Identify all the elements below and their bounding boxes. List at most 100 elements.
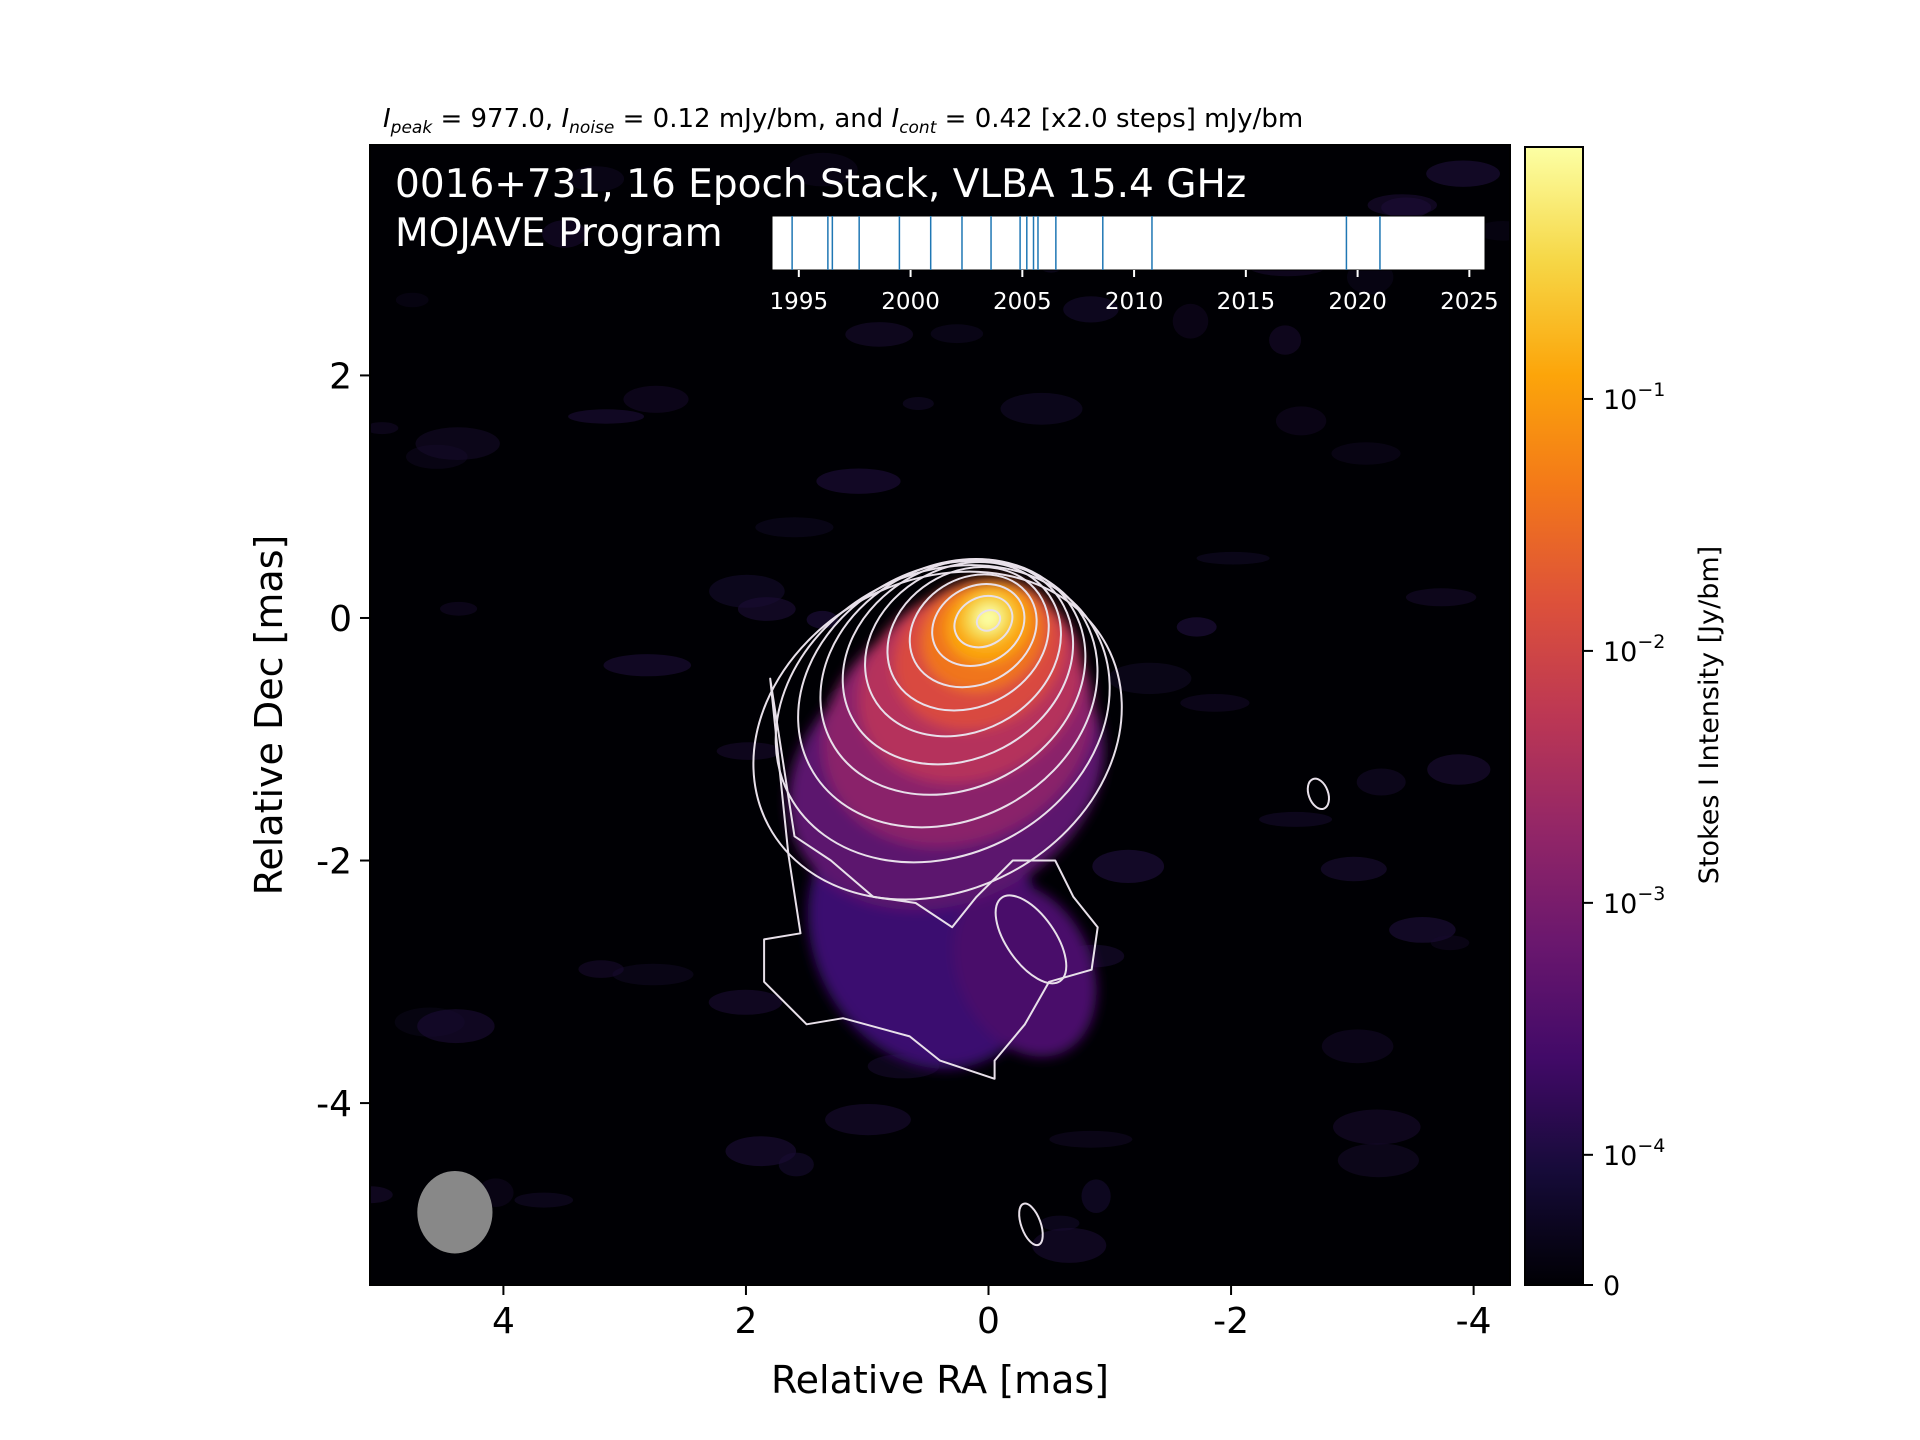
colorbar-gradient bbox=[1524, 146, 1584, 1286]
noise-blob bbox=[1356, 768, 1406, 796]
epoch-tick-label: 2015 bbox=[1217, 289, 1276, 315]
noise-blob bbox=[1426, 160, 1500, 187]
epoch-timeline-inset: 1995 2000 2005 2010 2015 2020 2025 bbox=[770, 215, 1499, 315]
y-tick-label: 0 bbox=[329, 599, 352, 640]
noise-blob bbox=[1180, 694, 1250, 712]
y-axis-label: Relative Dec [mas] bbox=[247, 535, 291, 896]
contour-island bbox=[1018, 1202, 1044, 1247]
epoch-axis-ticks: 1995 2000 2005 2010 2015 2020 2025 bbox=[770, 270, 1499, 315]
emission-glow bbox=[788, 578, 1104, 1069]
colorbar-tick-label: 10−2 bbox=[1603, 631, 1665, 668]
noise-blob bbox=[1049, 1130, 1133, 1148]
epoch-tick-label: 2000 bbox=[881, 289, 940, 315]
noise-blob bbox=[1039, 1215, 1080, 1231]
colorbar-tick-label: 10−3 bbox=[1603, 883, 1665, 920]
noise-blob bbox=[395, 292, 429, 308]
epoch-tick-label: 1995 bbox=[770, 289, 829, 315]
epoch-timeline-box bbox=[771, 215, 1486, 271]
plot-frame bbox=[369, 144, 1511, 1286]
y-tick-label: -4 bbox=[316, 1084, 352, 1125]
colorbar-tick-label: 10−4 bbox=[1603, 1135, 1665, 1172]
epoch-lines bbox=[791, 216, 1381, 270]
x-tick-label: -4 bbox=[1456, 1301, 1492, 1342]
contour-island bbox=[1306, 777, 1330, 811]
noise-blob bbox=[1275, 406, 1327, 436]
colorbar-tick-label: 0 bbox=[1603, 1271, 1620, 1302]
x-tick-label: 0 bbox=[977, 1301, 1000, 1342]
noise-blob bbox=[1032, 1227, 1107, 1263]
contour-island bbox=[994, 894, 1068, 985]
y-tick-label: -2 bbox=[316, 842, 352, 883]
noise-blob bbox=[1081, 1179, 1111, 1213]
noise-blob bbox=[514, 1192, 574, 1208]
beam-ellipse bbox=[417, 1171, 493, 1254]
noise-blob bbox=[1259, 811, 1333, 827]
noise-blob bbox=[603, 654, 692, 677]
noise-blob bbox=[406, 444, 468, 469]
colorbar: 10−1 10−2 10−3 10−4 0 Stokes I Intensity [Jy… bbox=[1524, 146, 1725, 1302]
noise-blob bbox=[440, 601, 478, 616]
noise-blob bbox=[1092, 849, 1165, 884]
contour-level bbox=[797, 559, 1099, 829]
noise-blob bbox=[623, 385, 689, 413]
intensity-header: Ipeak = 977.0, Inoise = 0.12 mJy/bm, and… bbox=[383, 104, 1303, 138]
noise-blob bbox=[1108, 662, 1192, 695]
x-axis-ticks: 4 2 0 -2 -4 bbox=[492, 1285, 1492, 1342]
noise-blob bbox=[1427, 754, 1491, 785]
colorbar-tick-label: 10−1 bbox=[1603, 379, 1665, 416]
noise-blob bbox=[1172, 303, 1209, 339]
y-tick-label: 2 bbox=[329, 356, 352, 397]
contour-level bbox=[953, 594, 1014, 649]
noise-blob bbox=[415, 427, 500, 460]
epoch-tick-label: 2010 bbox=[1105, 289, 1164, 315]
noise-blob bbox=[825, 1104, 911, 1136]
noise-blob bbox=[1320, 856, 1387, 882]
noise-blob bbox=[755, 517, 834, 538]
noise-blob bbox=[1176, 617, 1217, 637]
noise-blob bbox=[417, 1009, 495, 1044]
plot-title-line2: MOJAVE Program bbox=[395, 211, 723, 256]
contour-level bbox=[886, 566, 1050, 712]
intensity-contours bbox=[752, 558, 1330, 1247]
noise-blob bbox=[1430, 935, 1470, 951]
x-axis-label: Relative RA [mas] bbox=[771, 1358, 1109, 1402]
noise-blob bbox=[370, 422, 399, 435]
noise-blob bbox=[1389, 917, 1456, 943]
contour-level bbox=[841, 558, 1075, 766]
contour-outer bbox=[763, 677, 1099, 1080]
noise-blob bbox=[1337, 1143, 1419, 1178]
noise-blob bbox=[725, 1136, 797, 1167]
noise-blob bbox=[542, 220, 587, 248]
noise-blob bbox=[737, 597, 796, 621]
epoch-tick-label: 2025 bbox=[1440, 289, 1499, 315]
epoch-tick-label: 2020 bbox=[1328, 289, 1387, 315]
noise-blob bbox=[902, 397, 934, 410]
noise-blob bbox=[845, 322, 914, 347]
noise-blob bbox=[816, 468, 901, 494]
noise-blob bbox=[1331, 442, 1401, 465]
noise-blob bbox=[1405, 588, 1477, 607]
plot-title-line1: 0016+731, 16 Epoch Stack, VLBA 15.4 GHz bbox=[395, 162, 1246, 207]
image-panel bbox=[369, 144, 1511, 1286]
noise-blob bbox=[1063, 296, 1119, 323]
colorbar-ticks: 10−1 10−2 10−3 10−4 0 bbox=[1583, 379, 1665, 1302]
contour-level bbox=[931, 582, 1026, 668]
noise-blob bbox=[788, 152, 858, 187]
x-tick-label: -2 bbox=[1213, 1301, 1249, 1342]
x-tick-label: 2 bbox=[735, 1301, 758, 1342]
contour-level bbox=[819, 558, 1087, 796]
noise-blob bbox=[370, 1186, 393, 1204]
contour-level bbox=[864, 561, 1062, 738]
y-axis-ticks: 2 0 -2 -4 bbox=[316, 356, 370, 1125]
noise-blob bbox=[1196, 551, 1270, 565]
noise-blob bbox=[567, 166, 625, 192]
epoch-tick-label: 2005 bbox=[993, 289, 1052, 315]
noise-blob bbox=[930, 324, 984, 344]
contour-level bbox=[908, 573, 1038, 689]
noise-blob bbox=[1269, 325, 1302, 355]
noise-blob bbox=[716, 742, 782, 760]
contour-level bbox=[975, 609, 1002, 632]
x-tick-label: 4 bbox=[492, 1301, 515, 1342]
noise-blob bbox=[568, 409, 645, 424]
noise-blob bbox=[708, 989, 783, 1015]
